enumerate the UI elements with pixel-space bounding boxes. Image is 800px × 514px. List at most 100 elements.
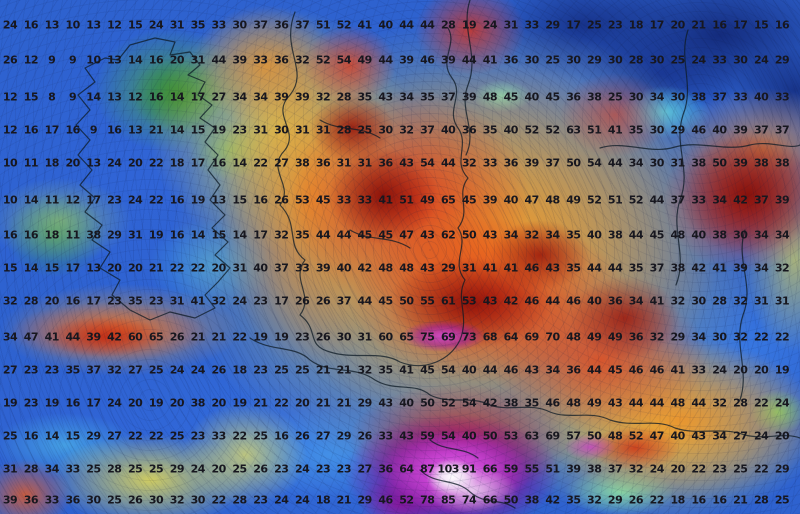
precip-value: 45 — [461, 193, 477, 207]
precip-value: 11 — [65, 228, 80, 242]
precip-value: 64 — [503, 330, 519, 344]
precip-value: 27 — [211, 90, 226, 104]
precip-value: 22 — [274, 396, 289, 410]
precip-value: 15 — [190, 123, 206, 137]
precip-value: 31 — [503, 18, 519, 32]
precip-value: 40 — [253, 261, 268, 275]
precip-value: 36 — [461, 123, 477, 137]
precip-value: 36 — [274, 53, 289, 67]
precip-value: 21 — [336, 396, 352, 410]
precip-value: 53 — [294, 193, 310, 207]
precip-value: 48 — [482, 90, 498, 104]
precip-value: 17 — [44, 123, 60, 137]
precip-value: 34 — [649, 90, 665, 104]
precip-value: 24 — [274, 493, 289, 507]
precip-value: 23 — [148, 294, 164, 308]
precip-value: 20 — [670, 462, 686, 476]
precip-value: 40 — [712, 123, 727, 137]
precip-value: 34 — [712, 193, 727, 207]
precip-value: 61 — [441, 294, 456, 308]
precip-value: 38 — [587, 90, 602, 104]
precip-value: 16 — [65, 396, 80, 410]
precip-value: 29 — [357, 493, 373, 507]
precip-value: 29 — [336, 429, 352, 443]
precip-value: 44 — [315, 228, 331, 242]
precip-value: 29 — [774, 53, 790, 67]
precip-value: 34 — [545, 228, 560, 242]
precip-value: 37 — [712, 90, 727, 104]
precip-value: 44 — [65, 330, 80, 344]
precip-value: 33 — [253, 53, 268, 67]
precip-value: 30 — [524, 53, 539, 67]
precip-value: 39 — [399, 53, 414, 67]
precip-value: 29 — [670, 123, 686, 137]
precip-value: 17 — [86, 396, 101, 410]
precip-value: 46 — [628, 363, 644, 377]
precip-value: 26 — [357, 429, 373, 443]
precip-value: 32 — [712, 396, 727, 410]
precip-value: 33 — [378, 429, 393, 443]
precip-value: 45 — [357, 228, 373, 242]
precip-value: 13 — [86, 18, 101, 32]
precip-value: 32 — [274, 228, 289, 242]
precip-value: 18 — [44, 228, 60, 242]
precip-value: 24 — [294, 462, 310, 476]
precip-value: 47 — [23, 330, 39, 344]
precip-value: 44 — [461, 53, 477, 67]
precip-value: 30 — [670, 90, 686, 104]
precip-value: 38 — [524, 493, 539, 507]
precip-value: 15 — [44, 261, 60, 275]
precip-value: 36 — [378, 156, 393, 170]
precip-value: 17 — [274, 294, 289, 308]
precip-value: 38 — [753, 156, 769, 170]
precip-value: 40 — [399, 396, 414, 410]
precip-value: 20 — [733, 363, 748, 377]
precip-value: 14 — [190, 228, 206, 242]
precip-value: 45 — [503, 90, 519, 104]
precip-value: 13 — [107, 53, 122, 67]
precip-value: 91 — [461, 462, 477, 476]
precip-value: 28 — [336, 90, 352, 104]
precip-value: 44 — [607, 261, 623, 275]
precip-value: 24 — [148, 18, 164, 32]
precip-value: 52 — [315, 53, 331, 67]
precip-value: 22 — [753, 396, 769, 410]
precip-value: 28 — [23, 462, 39, 476]
precip-value: 13 — [86, 156, 101, 170]
precip-value: 31 — [169, 294, 185, 308]
precip-value: 59 — [420, 429, 435, 443]
precip-value: 32 — [399, 123, 414, 137]
precip-value: 42 — [482, 396, 498, 410]
precip-value: 32 — [2, 294, 18, 308]
precip-value: 34 — [753, 261, 769, 275]
precip-value: 39 — [274, 90, 289, 104]
precip-value: 44 — [420, 18, 435, 32]
precip-value: 48 — [566, 330, 581, 344]
precip-value: 19 — [253, 330, 268, 344]
precip-value: 63 — [566, 123, 581, 137]
precip-value: 17 — [190, 156, 206, 170]
precip-value: 40 — [441, 123, 456, 137]
precip-value: 20 — [294, 396, 310, 410]
precip-value: 46 — [566, 294, 581, 308]
precip-value: 11 — [44, 193, 60, 207]
precip-value: 44 — [378, 53, 393, 67]
precip-value: 54 — [461, 396, 477, 410]
precip-value: 22 — [232, 429, 247, 443]
precip-value: 16 — [107, 123, 122, 137]
precip-value: 75 — [420, 330, 435, 344]
precip-value: 21 — [336, 493, 352, 507]
precip-value: 30 — [607, 53, 623, 67]
precip-value: 36 — [607, 294, 623, 308]
precip-value: 15 — [211, 228, 226, 242]
precip-value: 32 — [294, 53, 310, 67]
precip-value: 43 — [545, 261, 560, 275]
precip-value: 50 — [587, 429, 602, 443]
precip-value: 13 — [128, 123, 143, 137]
precip-value: 31 — [253, 123, 268, 137]
precip-value: 50 — [461, 228, 477, 242]
precip-value: 47 — [524, 193, 539, 207]
precip-value: 12 — [23, 53, 39, 67]
precip-value: 37 — [294, 18, 310, 32]
precip-value: 32 — [169, 493, 185, 507]
